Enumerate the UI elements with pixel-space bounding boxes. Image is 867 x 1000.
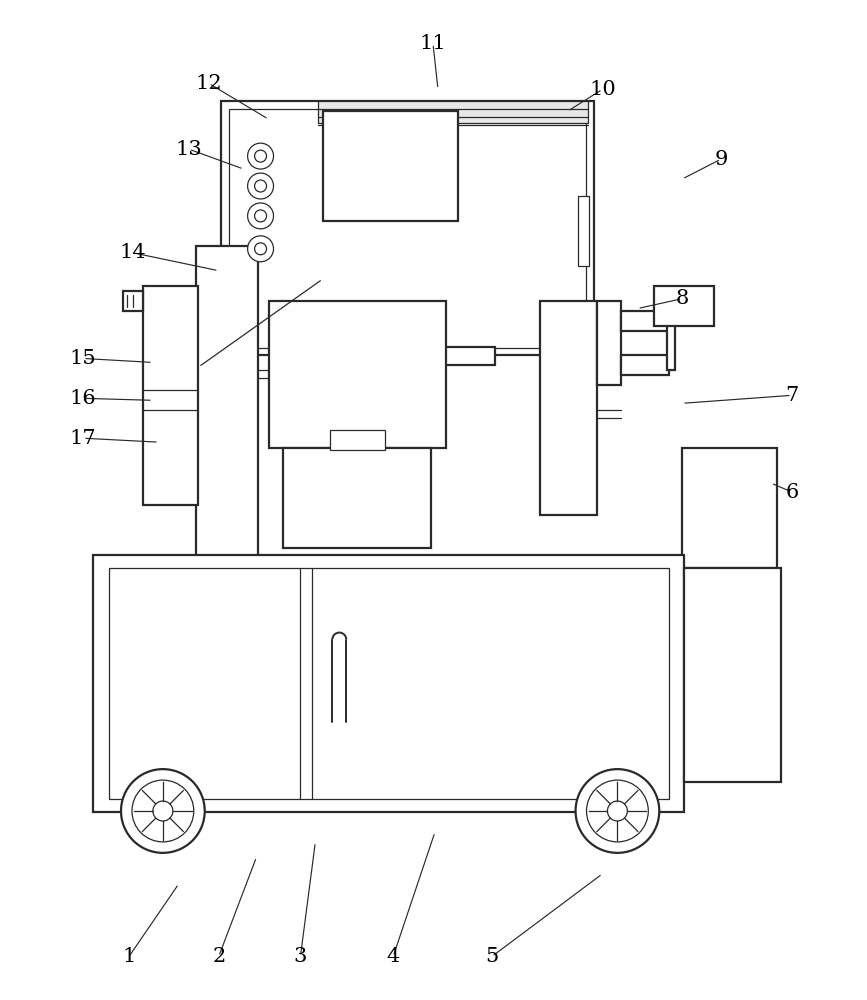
Circle shape	[255, 180, 266, 192]
Circle shape	[248, 143, 273, 169]
Circle shape	[255, 150, 266, 162]
Circle shape	[255, 243, 266, 255]
Bar	[597, 301, 622, 385]
Bar	[123, 291, 143, 311]
Circle shape	[248, 236, 273, 262]
Bar	[330, 430, 385, 450]
Bar	[196, 246, 257, 625]
Text: 4: 4	[387, 947, 400, 966]
Circle shape	[255, 210, 266, 222]
Bar	[684, 568, 781, 782]
Circle shape	[248, 173, 273, 199]
Bar	[539, 301, 597, 515]
Text: 12: 12	[195, 74, 222, 93]
Text: 10: 10	[589, 80, 616, 99]
Text: 11: 11	[420, 34, 447, 53]
Bar	[109, 568, 669, 799]
Bar	[284, 448, 431, 548]
Bar	[682, 448, 777, 568]
Text: 7: 7	[786, 386, 799, 405]
Circle shape	[121, 769, 205, 853]
Bar	[93, 555, 684, 812]
Bar	[577, 196, 590, 266]
Circle shape	[248, 203, 273, 229]
Bar	[318, 101, 588, 123]
Text: 15: 15	[70, 349, 96, 368]
Text: 13: 13	[175, 140, 202, 159]
Bar	[668, 306, 675, 370]
Bar	[655, 286, 714, 326]
Bar	[323, 111, 458, 221]
Text: 17: 17	[70, 429, 96, 448]
Circle shape	[608, 801, 628, 821]
Text: 1: 1	[122, 947, 135, 966]
Circle shape	[576, 769, 659, 853]
Bar	[269, 301, 446, 448]
Bar	[622, 355, 669, 375]
Text: 6: 6	[786, 483, 799, 502]
Text: 5: 5	[486, 947, 499, 966]
Text: 16: 16	[70, 389, 96, 408]
Text: 14: 14	[120, 243, 147, 262]
Text: 2: 2	[212, 947, 225, 966]
Circle shape	[132, 780, 193, 842]
Bar	[229, 109, 585, 348]
Text: 9: 9	[714, 150, 727, 169]
Circle shape	[153, 801, 173, 821]
Text: 8: 8	[675, 289, 688, 308]
Bar	[622, 311, 669, 331]
Bar	[221, 101, 595, 355]
Bar	[290, 347, 495, 365]
Bar	[143, 286, 198, 505]
Circle shape	[586, 780, 649, 842]
Text: 3: 3	[294, 947, 307, 966]
